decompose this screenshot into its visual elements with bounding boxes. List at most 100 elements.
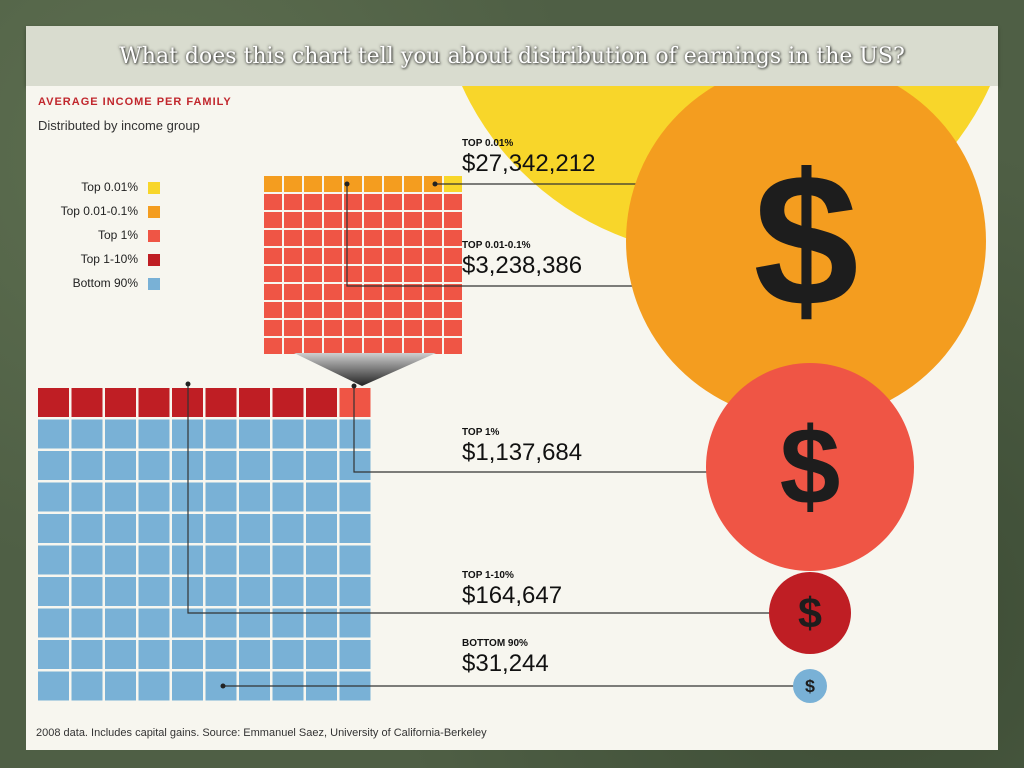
group-income-value: $27,342,212 xyxy=(462,150,595,177)
title-banner: What does this chart tell you about dist… xyxy=(26,26,998,86)
waffle-cell-main xyxy=(38,577,69,606)
waffle-cell-top1 xyxy=(364,194,382,210)
waffle-cell-top1 xyxy=(344,248,362,264)
waffle-cell-top1 xyxy=(384,230,402,246)
waffle-cell-main xyxy=(105,545,136,575)
chart-card: AVERAGE INCOME PER FAMILY Distributed by… xyxy=(26,86,998,750)
legend-swatch xyxy=(148,230,160,242)
waffle-cell-main xyxy=(71,451,103,480)
waffle-cell-main xyxy=(339,640,371,669)
waffle-cell-top1 xyxy=(364,320,382,336)
waffle-cell-main xyxy=(205,514,237,543)
waffle-cell-main xyxy=(38,671,69,701)
waffle-cell-top1 xyxy=(384,248,402,264)
waffle-cell-top1 xyxy=(404,176,422,192)
waffle-cell-main xyxy=(306,451,337,480)
waffle-cell-top1 xyxy=(324,194,342,210)
waffle-cell-main xyxy=(272,451,304,480)
waffle-cell-top1 xyxy=(404,212,422,228)
legend-swatch xyxy=(148,254,160,266)
income-chart: AVERAGE INCOME PER FAMILY Distributed by… xyxy=(36,86,990,739)
waffle-cell-main xyxy=(272,419,304,449)
leader-dot xyxy=(344,181,350,187)
waffle-cell-main xyxy=(71,671,103,701)
waffle-cell-main xyxy=(138,451,170,480)
group-income-value: $3,238,386 xyxy=(462,252,582,279)
leader-line xyxy=(187,384,796,614)
waffle-cell-main xyxy=(38,419,69,449)
waffle-cell-main xyxy=(272,388,304,417)
waffle-cell-top1 xyxy=(344,194,362,210)
waffle-cell-top1 xyxy=(264,212,282,228)
slide-title: What does this chart tell you about dist… xyxy=(119,43,905,69)
waffle-cell-top1 xyxy=(344,320,362,336)
waffle-cell-main xyxy=(71,640,103,669)
waffle-cell-main xyxy=(205,577,237,606)
waffle-cell-top1 xyxy=(404,320,422,336)
waffle-cell-top1 xyxy=(324,176,342,192)
waffle-cell-top1 xyxy=(364,266,382,282)
source-note: 2008 data. Includes capital gains. Sourc… xyxy=(36,727,487,739)
leader-line xyxy=(353,386,726,473)
waffle-cell-main xyxy=(38,388,69,417)
group-income-value: $164,647 xyxy=(462,582,562,609)
waffle-cell-top1 xyxy=(284,338,302,354)
waffle-cell-main xyxy=(205,388,237,417)
waffle-cell-main xyxy=(339,419,371,449)
waffle-cell-main xyxy=(272,545,304,575)
waffle-cell-main xyxy=(306,419,337,449)
waffle-cell-main xyxy=(71,577,103,606)
waffle-cell-top1 xyxy=(384,176,402,192)
waffle-cell-top1 xyxy=(344,338,362,354)
waffle-cell-top1 xyxy=(364,230,382,246)
waffle-cell-top1 xyxy=(424,230,442,246)
waffle-cell-main xyxy=(172,640,203,669)
waffle-cell-top1 xyxy=(364,248,382,264)
waffle-cell-top1 xyxy=(424,284,442,300)
waffle-cell-main xyxy=(272,514,304,543)
dollar-icon: $ xyxy=(753,135,858,346)
waffle-cell-main xyxy=(105,419,136,449)
waffle-cell-main xyxy=(38,514,69,543)
waffle-cell-top1 xyxy=(404,230,422,246)
zoom-funnel xyxy=(294,353,436,386)
waffle-cell-main xyxy=(71,388,103,417)
waffle-cell-main xyxy=(105,388,136,417)
waffle-cell-main xyxy=(105,608,136,638)
waffle-cell-top1 xyxy=(284,320,302,336)
waffle-cell-main xyxy=(205,482,237,512)
legend-label: Top 1-10% xyxy=(81,252,139,266)
waffle-cell-top1 xyxy=(264,176,282,192)
waffle-cell-main xyxy=(205,419,237,449)
waffle-cell-top1 xyxy=(264,230,282,246)
waffle-cell-main xyxy=(138,514,170,543)
waffle-cell-top1 xyxy=(424,320,442,336)
waffle-cell-top1 xyxy=(404,284,422,300)
waffle-cell-main xyxy=(239,419,270,449)
waffle-cell-top1 xyxy=(404,248,422,264)
income-circle xyxy=(793,669,827,703)
waffle-cell-top1 xyxy=(444,266,462,282)
chart-title: AVERAGE INCOME PER FAMILY xyxy=(38,96,232,108)
waffle-cell-top1 xyxy=(324,248,342,264)
waffle-cell-top1 xyxy=(444,302,462,318)
waffle-cell-top1 xyxy=(344,302,362,318)
waffle-cell-top1 xyxy=(404,302,422,318)
waffle-cell-main xyxy=(239,640,270,669)
waffle-cell-top1 xyxy=(304,302,322,318)
waffle-cell-main xyxy=(38,608,69,638)
waffle-cell-top1 xyxy=(264,338,282,354)
income-circle xyxy=(626,86,986,421)
waffle-cell-main xyxy=(172,671,203,701)
waffle-cell-top1 xyxy=(384,338,402,354)
waffle-cell-top1 xyxy=(444,230,462,246)
waffle-cell-main xyxy=(272,577,304,606)
waffle-cell-top1 xyxy=(324,266,342,282)
waffle-cell-top1 xyxy=(324,284,342,300)
waffle-cell-main xyxy=(38,640,69,669)
waffle-cell-top1 xyxy=(404,338,422,354)
waffle-cell-top1 xyxy=(364,302,382,318)
dollar-icon: $ xyxy=(780,406,841,528)
waffle-cell-main xyxy=(205,545,237,575)
waffle-cell-top1 xyxy=(304,248,322,264)
